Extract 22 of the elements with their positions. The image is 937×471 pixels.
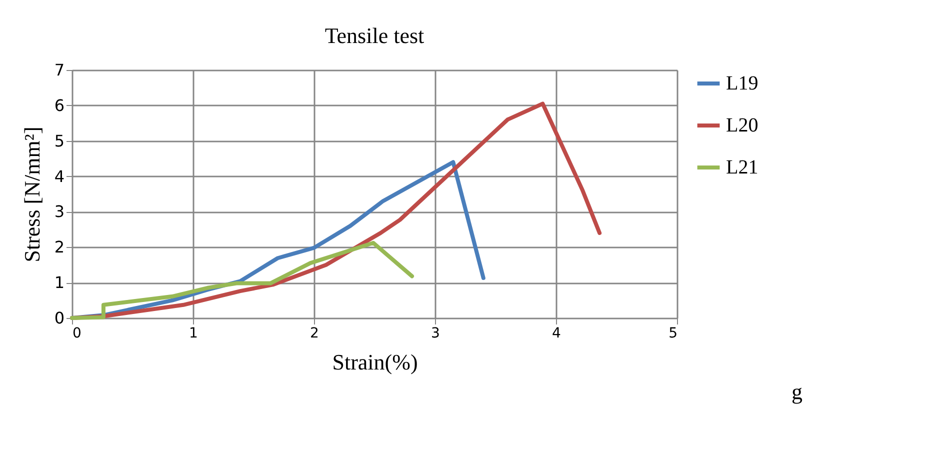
text: g — [792, 379, 802, 404]
chart-title: Tensile test — [324, 23, 424, 48]
legend-label: L19 — [726, 72, 758, 94]
y-axis-title: Stress [N/mm²] — [19, 126, 44, 262]
y-tick-label: 5 — [54, 131, 64, 150]
x-tick-label: 1 — [189, 326, 198, 342]
x-tick-label: 4 — [552, 326, 562, 342]
legend-label: L21 — [726, 156, 758, 178]
y-tick-label: 7 — [54, 60, 64, 80]
legend-label: L20 — [726, 114, 758, 136]
x-tick-label: 0 — [72, 326, 82, 342]
x-axis-title: Strain(%) — [332, 350, 418, 374]
y-tick-label: 0 — [54, 308, 64, 328]
y-tick-label: 4 — [54, 166, 64, 186]
y-tick-label: 6 — [54, 96, 64, 115]
y-tick-label: 2 — [54, 238, 64, 257]
x-tick-label: 2 — [310, 326, 319, 342]
x-tick-label: 3 — [431, 326, 440, 342]
y-tick-label: 3 — [54, 202, 64, 222]
line-series — [70, 240, 414, 320]
x-tick-label: 5 — [668, 326, 678, 342]
y-tick-label: 1 — [54, 273, 64, 292]
